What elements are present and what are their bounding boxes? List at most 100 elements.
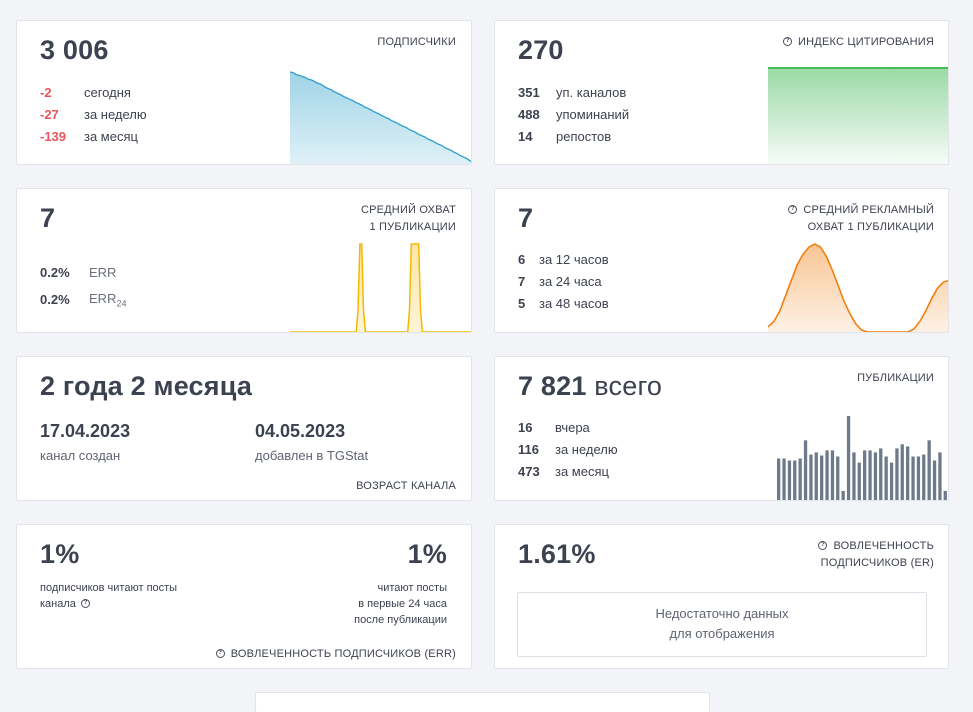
citation-chart: [768, 67, 948, 164]
posts-bar: [938, 452, 942, 500]
subscribers-chart: [290, 71, 471, 164]
no-data-line1: Недостаточно данных: [655, 606, 789, 621]
added-date: 04.05.2023: [255, 421, 346, 441]
err-card: 1% подписчиков читают посты канала ? 1% …: [16, 524, 472, 669]
citation-row-mentions: 488 упоминаний: [518, 107, 629, 122]
subscribers-today-value: -2: [40, 85, 52, 100]
posts-bar: [841, 490, 845, 500]
posts-bar: [836, 456, 840, 500]
posts-bar: [943, 490, 947, 500]
help-icon[interactable]: ?: [788, 204, 798, 214]
posts-yesterday-value: 16: [518, 420, 533, 435]
no-data-line2: для отображения: [669, 626, 775, 641]
reach-chart: [290, 243, 471, 332]
citation-row-reposts: 14 репостов: [518, 129, 611, 144]
citation-label-text: ИНДЕКС ЦИТИРОВАНИЯ: [798, 36, 934, 48]
posts-bar: [916, 456, 921, 500]
ad-reach-total: 7: [518, 203, 534, 233]
reach-card: 7 СРЕДНИЙ ОХВАТ 1 ПУБЛИКАЦИИ 0.2% ERR 0.…: [16, 188, 472, 333]
subscribers-week-label: за неделю: [84, 107, 147, 122]
err-right-value: 1%: [407, 539, 447, 569]
citation-label: ? ИНДЕКС ЦИТИРОВАНИЯ: [783, 34, 934, 51]
citation-reposts-label: репостов: [556, 129, 612, 144]
posts-total: 7 821 всего: [518, 371, 662, 402]
help-icon[interactable]: ?: [818, 540, 828, 550]
posts-bar: [820, 455, 824, 500]
subscribers-area: [290, 72, 471, 164]
er-value: 1.61%: [518, 539, 596, 569]
citation-mentions-value: 488: [518, 107, 540, 122]
help-icon[interactable]: ?: [783, 36, 793, 46]
subscribers-label: ПОДПИСЧИКИ: [377, 36, 456, 48]
channel-age-label: ВОЗРАСТ КАНАЛА: [356, 480, 456, 492]
created-date: 17.04.2023: [40, 421, 131, 441]
subscribers-card: 3 006 ПОДПИСЧИКИ -2 сегодня -27 за недел…: [16, 20, 472, 165]
posts-bar: [782, 458, 786, 500]
reach-line: [290, 243, 471, 332]
ad-reach-chart: [768, 243, 948, 332]
added-label: добавлен в TGStat: [255, 448, 369, 463]
posts-bar: [922, 454, 926, 500]
ad-reach-label-line2: ОХВАТ 1 ПУБЛИКАЦИИ: [807, 221, 934, 233]
posts-bar: [911, 456, 915, 500]
posts-bar: [777, 458, 781, 500]
ad-reach-label: ? СРЕДНИЙ РЕКЛАМНЫЙ ОХВАТ 1 ПУБЛИКАЦИИ: [788, 202, 934, 236]
er-card: 1.61% ? ВОВЛЕЧЕННОСТЬ ПОДПИСЧИКОВ (ER) Не…: [494, 524, 949, 669]
ad-reach-card: 7 ? СРЕДНИЙ РЕКЛАМНЫЙ ОХВАТ 1 ПУБЛИКАЦИИ …: [494, 188, 949, 333]
posts-bar: [895, 448, 899, 500]
err-left-value: 1%: [40, 539, 80, 569]
posts-bar: [814, 452, 818, 500]
er-label-line2: ПОДПИСЧИКОВ (ER): [820, 557, 934, 569]
posts-bar: [787, 460, 792, 500]
channel-age-title: 2 года 2 месяца: [40, 371, 253, 401]
posts-bar: [900, 444, 904, 500]
reach-area: [290, 244, 471, 332]
citation-card: 270 ? ИНДЕКС ЦИТИРОВАНИЯ 351 уп. каналов …: [494, 20, 949, 165]
subscribers-row-month: -139 за месяц: [40, 129, 138, 144]
ad-reach-row-24h: 7 за 24 часа: [518, 274, 602, 289]
posts-total-value: 7 821: [518, 371, 587, 401]
err-right-line2: в первые 24 часа: [358, 598, 447, 610]
channel-age-card: 2 года 2 месяца 17.04.2023 канал создан …: [16, 356, 472, 501]
citation-row-channels: 351 уп. каналов: [518, 85, 626, 100]
posts-bar: [846, 416, 851, 500]
reach-label: СРЕДНИЙ ОХВАТ 1 ПУБЛИКАЦИИ: [361, 202, 456, 236]
reach-label-line1: СРЕДНИЙ ОХВАТ: [360, 204, 456, 216]
er-label: ? ВОВЛЕЧЕННОСТЬ ПОДПИСЧИКОВ (ER): [818, 538, 934, 572]
posts-week-value: 116: [518, 442, 539, 457]
citation-mentions-label: упоминаний: [556, 107, 630, 122]
subscribers-month-label: за месяц: [84, 129, 138, 144]
next-card: [255, 692, 710, 712]
posts-week-label: за неделю: [555, 442, 618, 457]
posts-bar: [852, 452, 856, 500]
posts-bar: [889, 462, 894, 500]
reach-total: 7: [40, 203, 56, 233]
err-label: ? ВОВЛЕЧЕННОСТЬ ПОДПИСЧИКОВ (ERR): [215, 646, 456, 663]
help-icon[interactable]: ?: [80, 598, 90, 608]
subscribers-week-value: -27: [40, 107, 59, 122]
reach-row-err24: 0.2% ERR24: [40, 291, 126, 309]
err-right-line1: читают посты: [377, 582, 447, 594]
posts-row-month: 473 за месяц: [518, 464, 609, 479]
reach-label-line2: 1 ПУБЛИКАЦИИ: [369, 221, 456, 233]
ad-reach-row-48h: 5 за 48 часов: [518, 296, 609, 311]
posts-row-week: 116 за неделю: [518, 442, 618, 457]
posts-bar: [879, 448, 883, 500]
reach-row-err: 0.2% ERR: [40, 265, 116, 280]
err-right-caption: читают посты в первые 24 часа после публ…: [354, 580, 447, 628]
err-left-line1: подписчиков читают посты: [40, 582, 178, 594]
posts-bar: [927, 440, 931, 500]
posts-bar: [798, 458, 802, 500]
reach-err24-label: ERR: [89, 291, 117, 306]
no-data-box: Недостаточно данных для отображения: [517, 592, 927, 657]
posts-bar: [793, 460, 797, 500]
reach-err-label: ERR: [89, 265, 117, 280]
help-icon[interactable]: ?: [215, 648, 225, 658]
citation-total: 270: [518, 35, 564, 65]
posts-month-label: за месяц: [555, 464, 609, 479]
citation-channels-value: 351: [518, 85, 540, 100]
reach-err-value: 0.2%: [40, 265, 70, 280]
ad-reach-line: [768, 243, 948, 332]
posts-yesterday-label: вчера: [555, 420, 590, 435]
posts-card: 7 821 всего ПУБЛИКАЦИИ 16 вчера 116 за н…: [494, 356, 949, 501]
